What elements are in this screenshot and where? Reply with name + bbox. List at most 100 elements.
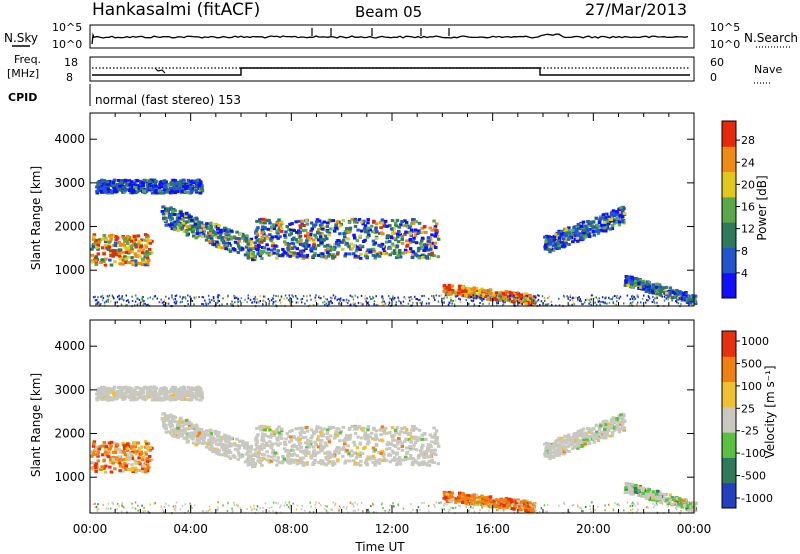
velocity-cell (410, 463, 415, 466)
velocity-cell (353, 425, 357, 429)
power-cell (122, 237, 127, 241)
power-cell (346, 237, 350, 241)
velocity-cell (380, 449, 385, 453)
velocity-cell (319, 445, 324, 449)
power-cell (300, 243, 304, 246)
power-cell (642, 287, 646, 291)
power-cell (312, 238, 316, 242)
power-cell (266, 247, 271, 251)
power-cell (159, 191, 163, 195)
velocity-cell (102, 459, 106, 463)
power-cell (352, 220, 357, 224)
power-cell (403, 232, 407, 236)
velocity-cell (288, 429, 292, 433)
power-cell (258, 219, 262, 223)
power-cell (273, 244, 278, 248)
velocity-cell (262, 453, 267, 457)
power-cell (415, 302, 418, 304)
velocity-cell (328, 455, 332, 459)
velocity-cell (420, 433, 424, 437)
power-cell (589, 301, 592, 304)
power-cell (181, 221, 186, 225)
velocity-cell (100, 392, 105, 395)
velocity-cell (436, 462, 440, 466)
power-cell (296, 232, 301, 236)
power-cell (522, 296, 527, 300)
power-cell (603, 301, 605, 304)
power-cell (90, 253, 95, 257)
power-cell (426, 236, 431, 240)
power-cell (99, 303, 101, 306)
power-cell (481, 299, 483, 302)
power-cell (621, 211, 625, 215)
power-cell (548, 242, 552, 246)
velocity-cell (170, 420, 174, 424)
power-cell (178, 221, 182, 225)
velocity-cell (286, 455, 291, 459)
power-cell (181, 187, 185, 191)
velocity-cell (346, 450, 350, 454)
power-cell (180, 226, 185, 229)
power-cell (277, 254, 282, 258)
power-cell (265, 251, 269, 255)
velocity-cell (286, 450, 291, 454)
power-cell (127, 299, 129, 302)
power-cell (548, 245, 553, 249)
velocity-cell (115, 391, 119, 395)
velocity-cell (317, 434, 321, 438)
power-cell (400, 220, 404, 224)
power-cell (265, 218, 270, 222)
power-cell (626, 283, 630, 287)
power-cell (196, 227, 200, 231)
velocity-cell (180, 397, 184, 400)
power-cell (691, 298, 694, 301)
power-cell (122, 240, 127, 243)
power-cell (96, 247, 100, 251)
velocity-cell (259, 456, 263, 460)
power-cell (161, 191, 166, 195)
power-cell (420, 226, 424, 230)
velocity-cell (383, 426, 388, 430)
velocity-cell (323, 451, 327, 455)
power-cell (162, 303, 165, 306)
velocity-cell (286, 460, 290, 464)
power-cell (229, 237, 233, 241)
power-cell (612, 219, 616, 223)
velocity-cell (240, 454, 245, 458)
power-cell (451, 300, 454, 302)
power-cell (320, 221, 324, 225)
velocity-cell (195, 437, 200, 441)
power-cell (104, 190, 108, 194)
power-cell (207, 302, 210, 305)
power-cell (504, 298, 507, 301)
velocity-cell (216, 449, 220, 453)
power-cell (168, 186, 172, 190)
power-cell (146, 241, 151, 245)
velocity-cell (275, 428, 279, 432)
velocity-cell (128, 395, 133, 399)
velocity-cell (366, 439, 371, 443)
power-cell (199, 221, 204, 225)
power-cell (194, 189, 199, 193)
velocity-cell (309, 428, 314, 432)
power-cell (264, 234, 269, 238)
power-cell (102, 252, 106, 256)
power-cell (308, 233, 313, 237)
velocity-cell (332, 436, 337, 440)
power-cell (145, 237, 149, 241)
power-cell (450, 291, 455, 295)
power-cell (348, 252, 352, 256)
power-cell (371, 230, 375, 234)
power-cell (198, 181, 202, 185)
power-cell (316, 230, 320, 234)
power-cell (170, 223, 174, 227)
velocity-cell (130, 463, 134, 467)
velocity-cell (309, 436, 313, 440)
power-cell (346, 243, 350, 247)
power-cell (592, 230, 596, 233)
power-cell (341, 218, 346, 222)
power-cell (388, 253, 392, 257)
power-cell (289, 297, 291, 300)
power-cell (338, 297, 340, 300)
velocity-cell (112, 393, 116, 397)
